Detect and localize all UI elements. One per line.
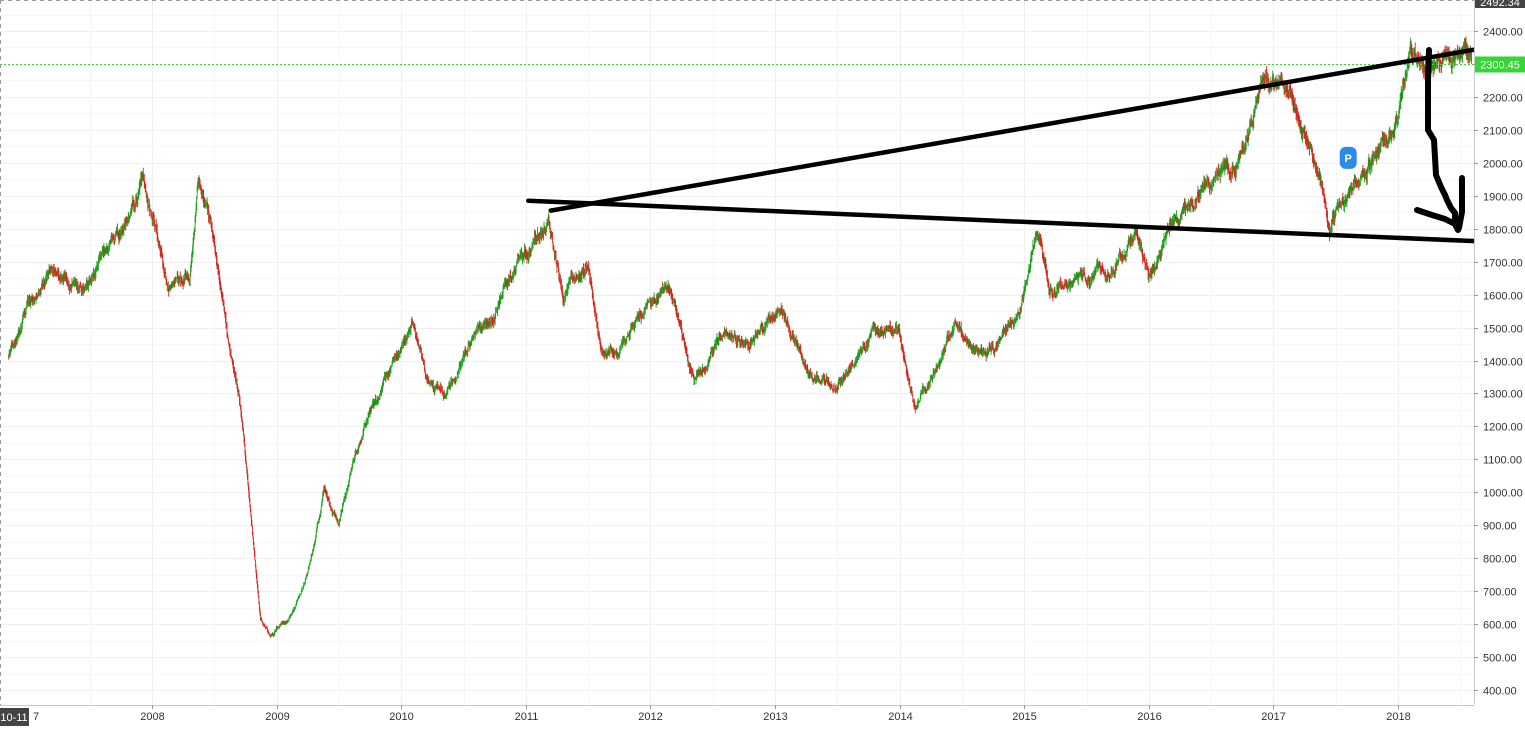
y-tick-label: 1200.00 <box>1483 422 1523 434</box>
y-tick-label: 1900.00 <box>1483 192 1523 204</box>
y-tick-label: 1800.00 <box>1483 225 1523 237</box>
x-left-partial-label: 7 <box>33 711 39 723</box>
y-tick-label: 1400.00 <box>1483 357 1523 369</box>
trendline[interactable] <box>548 20 1525 213</box>
y-tick-label: 400.00 <box>1483 686 1517 698</box>
candles <box>8 36 1472 638</box>
current-price-label: 2300.45 <box>1475 56 1525 73</box>
p-marker[interactable]: P <box>1339 146 1357 169</box>
time-cursor-label: 10-11 <box>0 708 29 726</box>
y-tick-label: 2400.00 <box>1483 27 1523 39</box>
y-tick-label: 800.00 <box>1483 554 1517 566</box>
x-tick-label: 2011 <box>515 711 539 723</box>
y-tick-label: 1500.00 <box>1483 324 1523 336</box>
y-tick-label: 1700.00 <box>1483 258 1523 270</box>
svg-text:2492.34: 2492.34 <box>1480 0 1520 9</box>
y-tick-label: 1100.00 <box>1483 455 1522 467</box>
hand-drawn-annotation <box>1414 47 1465 233</box>
x-tick-label: 2018 <box>1386 711 1410 723</box>
x-tick-label: 2009 <box>265 711 289 723</box>
y-tick-label: 1300.00 <box>1483 389 1523 401</box>
y-tick-label: 700.00 <box>1483 587 1517 599</box>
trendline[interactable] <box>526 198 1525 249</box>
trendlines[interactable] <box>526 20 1525 249</box>
y-tick-label: 600.00 <box>1483 620 1517 632</box>
y-tick-label: 2000.00 <box>1483 159 1523 171</box>
x-tick-label: 2008 <box>140 711 164 723</box>
x-tick-label: 2016 <box>1137 711 1161 723</box>
x-tick-label: 2010 <box>389 711 413 723</box>
svg-text:10-11: 10-11 <box>0 712 27 724</box>
svg-text:P: P <box>1345 153 1352 165</box>
y-tick-label: 1600.00 <box>1483 291 1523 303</box>
time-axis[interactable]: 2008 2009 2010 2011 2012 2013 2014 2015 2016 2017… <box>0 705 1474 726</box>
y-tick-label: 500.00 <box>1483 653 1517 665</box>
x-tick-label: 2015 <box>1012 711 1036 723</box>
svg-text:2300.45: 2300.45 <box>1480 60 1520 72</box>
price-axis[interactable]: 400.00 500.00 600.00 700.00 800.00 900.00 1000… <box>1474 0 1525 726</box>
y-tick-label: 2100.00 <box>1483 126 1523 138</box>
x-tick-label: 2012 <box>638 711 662 723</box>
y-tick-label: 900.00 <box>1483 521 1517 533</box>
x-tick-label: 2014 <box>888 711 912 723</box>
y-tick-label: 2200.00 <box>1483 93 1523 105</box>
x-tick-label: 2013 <box>763 711 787 723</box>
top-price-label: 2492.34 <box>1475 0 1525 9</box>
y-tick-label: 1000.00 <box>1483 488 1523 500</box>
x-tick-label: 2017 <box>1261 711 1285 723</box>
